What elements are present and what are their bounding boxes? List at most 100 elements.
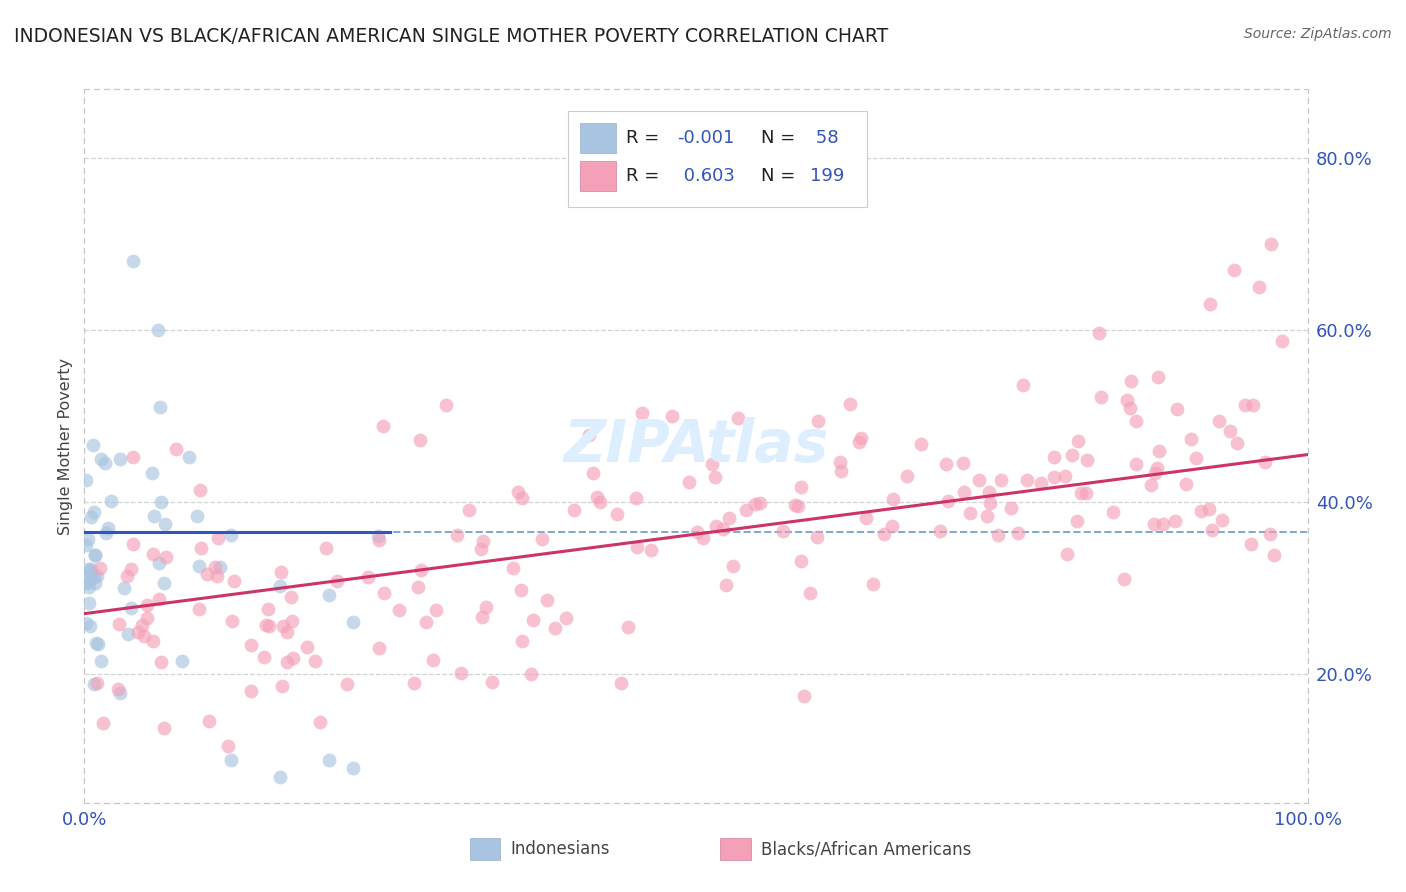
Point (100, 493, 122, 508)
Point (112, 582, 135, 596)
Point (281, 651, 304, 665)
Point (254, 617, 277, 632)
Point (1143, 516, 1166, 531)
Point (82, 438, 104, 452)
Point (239, 638, 262, 652)
Point (617, 620, 640, 634)
Point (91, 716, 114, 731)
Point (582, 467, 605, 481)
Point (1260, 236, 1282, 251)
Point (357, 570, 380, 584)
Point (1116, 393, 1139, 408)
Point (1198, 297, 1220, 311)
Point (1243, 398, 1265, 412)
Point (735, 503, 758, 517)
Bar (579, 161, 616, 191)
Point (188, 483, 211, 497)
Point (510, 634, 533, 648)
Text: Blacks/African Americans: Blacks/African Americans (761, 840, 972, 858)
Y-axis label: Single Mother Poverty: Single Mother Poverty (58, 358, 73, 534)
Point (862, 576, 884, 591)
Point (208, 560, 231, 574)
Point (388, 603, 411, 617)
Point (979, 496, 1001, 510)
Point (1066, 514, 1088, 528)
Point (368, 533, 391, 548)
Point (79, 618, 101, 632)
Point (474, 600, 496, 615)
Point (153, 721, 176, 735)
Point (97, 520, 120, 534)
Point (640, 543, 662, 558)
Point (1101, 505, 1123, 519)
Point (257, 602, 280, 616)
Point (79, 581, 101, 595)
Point (723, 558, 745, 573)
Point (188, 601, 211, 615)
Point (1000, 501, 1022, 516)
Point (1012, 378, 1035, 392)
Point (406, 581, 429, 595)
Point (219, 528, 242, 542)
Point (510, 491, 533, 506)
Point (148, 592, 170, 607)
Point (502, 561, 524, 575)
Point (457, 502, 479, 516)
Point (851, 431, 873, 445)
Point (1043, 469, 1066, 483)
Point (1067, 434, 1090, 449)
Point (86, 568, 108, 582)
Point (1180, 432, 1202, 446)
Point (190, 541, 212, 555)
Point (198, 714, 221, 729)
Point (952, 456, 974, 470)
Point (136, 599, 159, 613)
Point (115, 568, 138, 582)
Point (830, 455, 852, 469)
Point (425, 602, 447, 616)
Point (626, 540, 648, 554)
Point (896, 469, 918, 483)
Point (1043, 450, 1066, 465)
Point (121, 450, 143, 465)
Point (882, 519, 904, 533)
Point (342, 615, 364, 629)
Point (1219, 424, 1241, 438)
Point (77, 596, 100, 610)
Point (75, 473, 97, 487)
Text: 58: 58 (810, 128, 838, 146)
Point (122, 254, 145, 268)
Point (1087, 326, 1109, 341)
Point (404, 676, 426, 690)
Point (578, 428, 600, 442)
Point (131, 618, 153, 632)
Point (717, 511, 740, 525)
Point (661, 409, 683, 423)
Point (219, 753, 242, 767)
Point (544, 621, 567, 635)
Point (589, 494, 612, 508)
Point (83, 548, 105, 562)
Point (959, 507, 981, 521)
Point (704, 469, 727, 483)
Point (586, 490, 609, 504)
Point (83, 570, 105, 584)
Point (882, 491, 904, 506)
Point (848, 435, 870, 450)
Point (610, 676, 633, 690)
Point (562, 502, 585, 516)
Point (1074, 485, 1097, 500)
Point (1211, 513, 1233, 527)
Text: ZIPAtlas: ZIPAtlas (564, 417, 828, 475)
Point (1090, 391, 1112, 405)
Point (606, 507, 628, 521)
Point (536, 592, 558, 607)
Point (373, 585, 395, 599)
Point (87, 637, 110, 651)
Point (142, 633, 165, 648)
Point (77, 564, 100, 578)
Point (1147, 370, 1170, 384)
Point (1007, 525, 1029, 540)
Point (83, 576, 105, 591)
Point (806, 414, 828, 428)
